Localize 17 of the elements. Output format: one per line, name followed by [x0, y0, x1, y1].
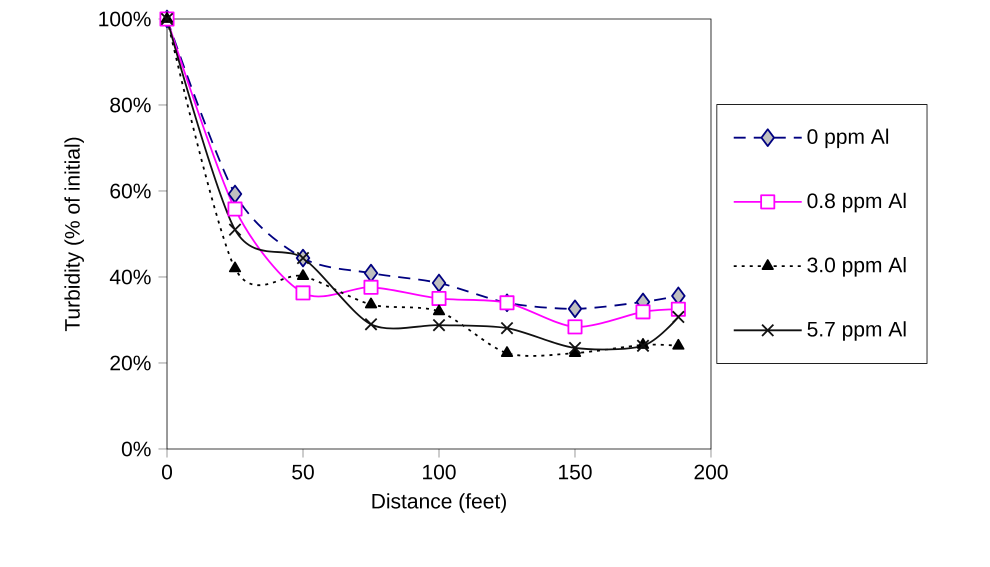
x-tick-label: 150: [559, 464, 592, 480]
legend-label: 3.0 ppm Al: [807, 256, 906, 277]
legend-label: 0 ppm Al: [807, 128, 888, 148]
y-tick-label: 0%: [122, 442, 151, 456]
x-tick-label: 0: [162, 464, 172, 480]
x-tick-label: 100: [423, 464, 456, 480]
y-tick-label: 60%: [110, 184, 151, 198]
y-tick-label: 100%: [99, 12, 151, 26]
y-tick-label: 20%: [110, 356, 151, 370]
x-tick-label: 50: [292, 464, 314, 480]
y-tick-label: 80%: [110, 98, 151, 112]
legend-label: 5.7 ppm Al: [807, 321, 906, 341]
x-tick-label: 200: [694, 464, 728, 480]
x-axis-title: Distance (feet): [372, 493, 506, 513]
y-axis-title: Turbidity (% of initial): [64, 138, 84, 332]
y-tick-label: 40%: [110, 270, 151, 284]
legend-label: 0.8 ppm Al: [807, 192, 906, 212]
